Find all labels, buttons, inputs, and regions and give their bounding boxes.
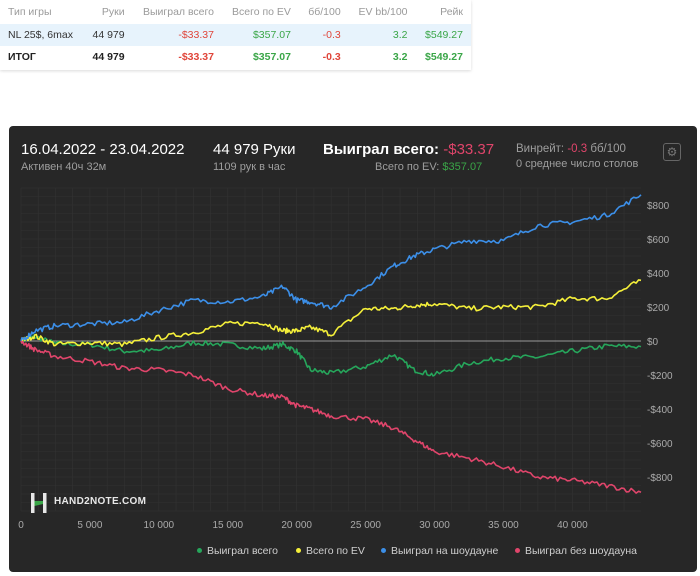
series-line-3: [20, 340, 642, 494]
hands-block: 44 979 Руки 1109 рук в час: [213, 141, 296, 173]
series-line-2: [20, 194, 642, 342]
cell-game-type: ИТОГ: [8, 51, 36, 63]
legend-showdown[interactable]: Выиграл на шоудауне: [381, 545, 498, 557]
active-time: Активен 40ч 32м: [21, 161, 107, 173]
ev-label: Всего по EV:: [375, 161, 440, 173]
legend-nonshowdown[interactable]: Выиграл без шоудауна: [515, 545, 637, 557]
cell-rake: $549.27: [425, 51, 463, 63]
cell-rake: $549.27: [415, 24, 471, 46]
x-tick-label: 5 000: [77, 520, 102, 531]
table-total-row: ИТОГ 44 979 -$33.37 $357.07 -0.3 3.2 $54…: [0, 46, 471, 68]
summary-header-row: Тип игры Руки Выиграл всего Всего по EV …: [0, 0, 471, 24]
cell-ev-bb100: 3.2: [348, 24, 416, 46]
cell-hands: 44 979: [92, 51, 125, 63]
y-tick-label: $800: [647, 201, 670, 212]
won-block: Выиграл всего: -$33.37 Всего по EV: $357…: [323, 141, 494, 173]
cell-ev: $357.07: [221, 24, 299, 46]
legend-ev[interactable]: Всего по EV: [296, 545, 365, 557]
winrate-line: Винрейт: -0.3 бб/100: [516, 143, 638, 155]
legend-won[interactable]: Выиграл всего: [197, 545, 278, 557]
y-tick-label: -$800: [647, 473, 673, 484]
y-tick-label: $0: [647, 337, 659, 348]
table-row[interactable]: NL 25$, 6max 44 979 -$33.37 $357.07 -0.3…: [0, 24, 471, 46]
y-tick-label: $600: [647, 235, 670, 246]
ev-value: $357.07: [442, 161, 483, 173]
won-line: Выиграл всего: -$33.37: [323, 141, 494, 158]
y-tick-label: -$400: [647, 405, 673, 416]
col-hands[interactable]: Руки: [101, 6, 125, 18]
cell-won: -$33.37: [178, 51, 214, 63]
x-tick-label: 25 000: [350, 520, 381, 531]
ev-line: Всего по EV: $357.07: [323, 161, 494, 173]
winrate-block: Винрейт: -0.3 бб/100 0 среднее число сто…: [516, 143, 638, 170]
hand2note-logo-icon: [31, 493, 47, 513]
col-game-type[interactable]: Тип игры: [8, 6, 52, 18]
winrate-label: Винрейт:: [516, 143, 565, 155]
cell-won: -$33.37: [132, 24, 222, 46]
x-tick-label: 30 000: [419, 520, 450, 531]
y-axis-ticks: $800 $600 $400 $200 $0 -$200 -$400 -$600 -$800: [647, 201, 673, 484]
y-tick-label: -$600: [647, 439, 673, 450]
cell-hands: 44 979: [83, 24, 133, 46]
y-tick-label: $200: [647, 303, 670, 314]
hands-per-hour: 1109 рук в час: [213, 161, 286, 173]
x-tick-label: 15 000: [212, 520, 243, 531]
chart-grid: [20, 187, 641, 512]
summary-table: Тип игры Руки Выиграл всего Всего по EV …: [0, 0, 471, 68]
legend-nonshowdown-label: Выиграл без шоудауна: [525, 545, 637, 557]
x-tick-label: 10 000: [144, 520, 175, 531]
legend-showdown-label: Выиграл на шоудауне: [391, 545, 499, 557]
col-rake[interactable]: Рейк: [440, 6, 463, 18]
legend-won-label: Выиграл всего: [207, 545, 278, 557]
date-range: 16.04.2022 - 23.04.2022: [21, 141, 185, 158]
x-tick-label: 0: [18, 520, 24, 531]
profit-chart: $800 $600 $400 $200 $0 -$200 -$400 -$600 -$800 0…: [18, 187, 673, 531]
won-label: Выиграл всего:: [323, 141, 440, 158]
legend-ev-label: Всего по EV: [306, 545, 365, 557]
legend-ev-dot: [296, 547, 301, 553]
date-block: 16.04.2022 - 23.04.2022 Активен 40ч 32м: [21, 141, 184, 173]
legend-nonshowdown-dot: [515, 547, 520, 553]
cell-ev: $357.07: [252, 51, 291, 63]
x-tick-label: 20 000: [281, 520, 312, 531]
y-tick-label: $400: [647, 269, 670, 280]
legend-won-dot: [197, 547, 202, 553]
winrate-unit: бб/100: [590, 143, 626, 155]
cell-game-type: NL 25$, 6max: [0, 24, 84, 46]
graph-panel: 16.04.2022 - 23.04.2022 Активен 40ч 32м …: [9, 126, 697, 572]
cell-bb100: -0.3: [322, 51, 341, 63]
avg-tables: 0 среднее число столов: [516, 158, 639, 170]
series-line-0: [20, 334, 642, 377]
legend-showdown-dot: [381, 547, 386, 553]
gear-icon[interactable]: ⚙: [663, 143, 681, 161]
won-value: -$33.37: [443, 141, 495, 158]
chart-series: [20, 194, 642, 494]
x-tick-label: 40 000: [557, 520, 588, 531]
x-tick-label: 35 000: [488, 520, 519, 531]
cell-ev-bb100: 3.2: [392, 51, 408, 63]
hands-count: 44 979 Руки: [213, 141, 296, 158]
col-ev-total[interactable]: Всего по EV: [232, 6, 291, 18]
logo-text: HAND2NOTE.COM: [54, 496, 147, 507]
col-bb100[interactable]: бб/100: [308, 6, 341, 18]
col-won-total[interactable]: Выиграл всего: [143, 6, 214, 18]
y-tick-label: -$200: [647, 371, 673, 382]
x-axis-ticks: 0 5 000 10 000 15 000 20 000 25 000 30 000 35 0…: [18, 520, 588, 531]
summary-table-card: Тип игры Руки Выиграл всего Всего по EV …: [0, 0, 471, 70]
series-line-1: [20, 279, 642, 348]
cell-bb100: -0.3: [298, 24, 349, 46]
winrate-value: -0.3: [567, 143, 588, 155]
col-ev-bb100[interactable]: EV bb/100: [358, 6, 408, 18]
